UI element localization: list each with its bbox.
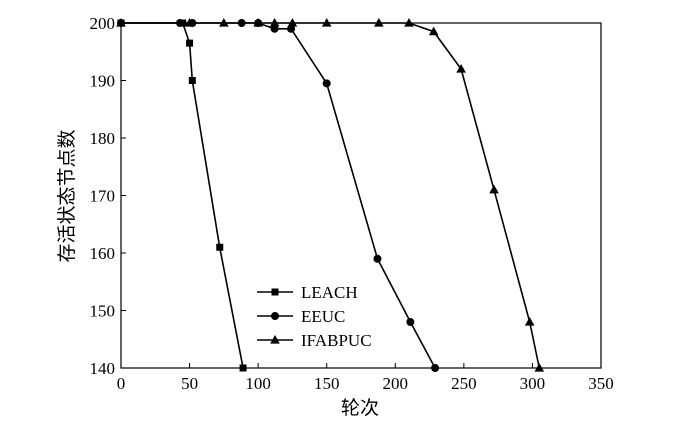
legend-label: IFABPUC bbox=[301, 331, 372, 350]
legend-item: LEACH bbox=[257, 283, 358, 302]
y-tick-label: 190 bbox=[90, 72, 116, 91]
series-line bbox=[121, 22, 541, 369]
data-point bbox=[216, 243, 224, 251]
y-axis-title: 存活状态节点数 bbox=[56, 129, 78, 262]
data-point bbox=[186, 39, 194, 47]
data-point bbox=[270, 24, 279, 33]
y-tick-label: 200 bbox=[90, 14, 116, 33]
series-ifabpuc bbox=[116, 18, 545, 372]
y-tick-label: 140 bbox=[90, 359, 116, 378]
data-point bbox=[287, 18, 298, 27]
axes bbox=[120, 22, 602, 369]
series-eeuc bbox=[117, 19, 440, 372]
data-point bbox=[287, 24, 296, 33]
legend-label: EEUC bbox=[301, 307, 345, 326]
x-tick-label: 200 bbox=[383, 374, 409, 393]
legend-marker bbox=[271, 288, 279, 296]
legend-item: EEUC bbox=[257, 307, 345, 326]
x-axis-title: 轮次 bbox=[341, 397, 379, 419]
data-point bbox=[188, 77, 196, 84]
data-point bbox=[534, 363, 545, 372]
x-tick-label: 0 bbox=[117, 374, 126, 393]
y-tick-label: 160 bbox=[90, 244, 116, 263]
data-point bbox=[322, 79, 331, 88]
data-point bbox=[374, 18, 384, 27]
data-point bbox=[456, 64, 466, 73]
legend-marker bbox=[270, 335, 280, 344]
data-point bbox=[321, 18, 332, 27]
series-line bbox=[121, 22, 244, 369]
x-tick-label: 350 bbox=[588, 374, 614, 393]
y-tick-label: 170 bbox=[90, 187, 116, 206]
x-tick-label: 150 bbox=[314, 374, 340, 393]
legend: LEACH EEUC IFABPUC bbox=[257, 283, 372, 350]
series-leach bbox=[117, 19, 247, 372]
x-tick-label: 50 bbox=[181, 374, 198, 393]
legend-marker bbox=[271, 312, 279, 320]
data-point bbox=[524, 317, 535, 326]
x-tick-label: 300 bbox=[520, 374, 546, 393]
legend-label: LEACH bbox=[301, 283, 358, 302]
x-tick-label: 250 bbox=[451, 374, 477, 393]
x-tick-label: 100 bbox=[245, 374, 271, 393]
data-point bbox=[489, 184, 499, 194]
y-tick-label: 150 bbox=[90, 302, 116, 321]
data-point bbox=[219, 18, 229, 27]
data-point bbox=[373, 254, 382, 263]
data-point bbox=[404, 18, 414, 27]
y-tick-label: 180 bbox=[90, 129, 116, 148]
data-point bbox=[428, 26, 439, 36]
data-point bbox=[406, 318, 415, 326]
data-point bbox=[253, 18, 263, 27]
data-point bbox=[431, 364, 440, 372]
data-point bbox=[269, 18, 280, 27]
data-point bbox=[239, 364, 247, 372]
data-point bbox=[184, 18, 195, 27]
ticks: 0 50 100 150 200 250 300 350 140 150 160 170 180 190 2… bbox=[90, 14, 614, 393]
legend-item: IFABPUC bbox=[257, 331, 372, 350]
series bbox=[116, 18, 545, 372]
plot-frame bbox=[120, 22, 602, 369]
data-point bbox=[116, 18, 126, 27]
